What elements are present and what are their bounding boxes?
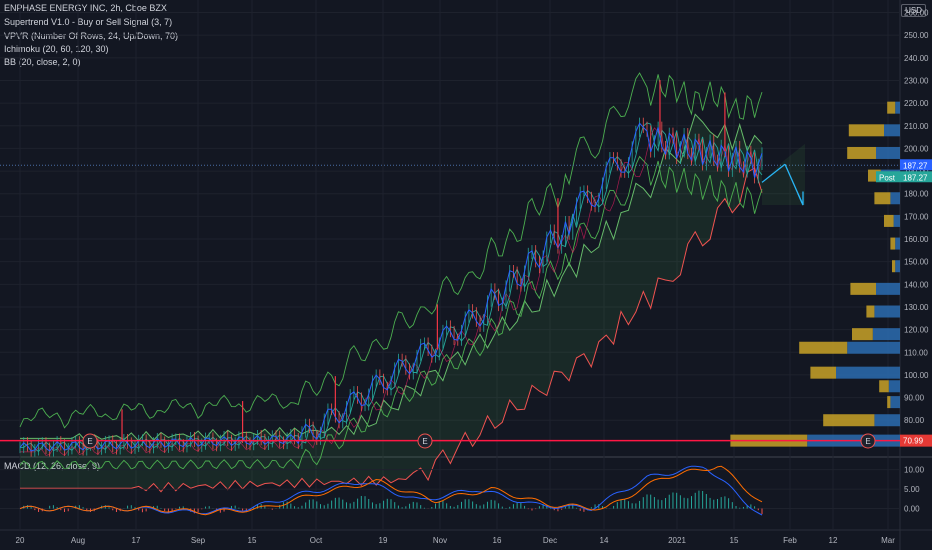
last-price-badge — [900, 159, 932, 171]
pane-separator — [0, 456, 932, 458]
time-tick-label: 12 — [829, 536, 838, 545]
price-tick-label: 160.00 — [904, 235, 929, 244]
vpvr-up-bar — [884, 124, 900, 137]
indicator-ichimoku[interactable]: Ichimoku (20, 60, 120, 30) — [4, 44, 109, 54]
indicator-supertrend[interactable]: Supertrend V1.0 - Buy or Sell Signal (3,… — [4, 17, 173, 27]
vpvr-up-bar — [847, 341, 900, 354]
vpvr-up-bar — [895, 101, 900, 114]
symbol-title: ENPHASE ENERGY INC, 2h, Cboe BZX — [4, 3, 167, 13]
vpvr-down-bar — [874, 192, 891, 205]
earnings-label: E — [865, 437, 870, 446]
macd-tick-label: 5.00 — [904, 485, 920, 494]
time-tick-label: Sep — [191, 536, 206, 545]
time-tick-label: 14 — [600, 536, 609, 545]
vpvr-up-bar — [836, 366, 900, 379]
forecast-zone — [762, 143, 805, 206]
price-tick-label: 130.00 — [904, 303, 929, 312]
vpvr-down-bar — [892, 260, 896, 273]
price-tick-label: 170.00 — [904, 212, 929, 221]
price-tick-label: 230.00 — [904, 76, 929, 85]
earnings-icon — [82, 433, 98, 449]
price-tick-label: 140.00 — [904, 280, 929, 289]
forecast-arrow-head — [797, 191, 804, 206]
vpvr-down-bar — [810, 366, 836, 379]
price-tick-label: 250.00 — [904, 31, 929, 40]
vpvr-down-bar — [884, 214, 894, 227]
macd-line — [19, 465, 763, 516]
price-tick-label: 150.00 — [904, 258, 929, 267]
post-label: Post — [879, 173, 896, 182]
vpvr-up-bar — [890, 192, 900, 205]
price-tick-label: 210.00 — [904, 122, 929, 131]
time-tick-label: 19 — [379, 536, 388, 545]
bb-upper — [19, 72, 763, 429]
indicator-vpvr[interactable]: VPVR (Number Of Rows, 24, Up/Down, 70) — [4, 31, 179, 41]
price-tick-label: 100.00 — [904, 371, 929, 380]
marked-price-label: 70.99 — [903, 437, 924, 446]
earnings-icon — [417, 433, 433, 449]
vpvr-down-bar — [879, 380, 889, 393]
vpvr-down-bar — [887, 396, 891, 409]
price-tick-label: 260.00 — [904, 9, 929, 18]
vpvr-down-bar — [850, 282, 876, 295]
time-tick-label: Dec — [543, 536, 557, 545]
vpvr-down-bar — [866, 305, 875, 318]
time-tick-label: Nov — [433, 536, 447, 545]
macd-tick-label: 10.00 — [904, 466, 925, 475]
price-tick-label: 240.00 — [904, 54, 929, 63]
time-tick-label: 17 — [132, 536, 141, 545]
vpvr-up-bar — [893, 214, 900, 227]
time-tick-label: 2021 — [668, 536, 686, 545]
vpvr-up-bar — [895, 237, 900, 250]
vpvr-down-bar — [799, 341, 848, 354]
macd-tick-label: 0.00 — [904, 505, 920, 514]
price-tick-label: 220.00 — [904, 99, 929, 108]
last-price-label: 187.27 — [903, 161, 928, 170]
vpvr-down-bar — [848, 124, 884, 137]
forecast-arrow-segment — [761, 163, 786, 183]
vpvr-up-bar — [890, 396, 900, 409]
macd-signal-line — [19, 465, 763, 516]
vpvr-down-bar — [887, 101, 896, 114]
earnings-icon — [860, 433, 876, 449]
post-badge — [876, 171, 900, 183]
vpvr-up-bar — [872, 328, 900, 341]
time-tick-label: 15 — [730, 536, 739, 545]
vpvr-down-bar — [823, 414, 875, 427]
vpvr-down-bar — [852, 328, 873, 341]
post-price-badge — [900, 171, 932, 183]
vpvr-up-bar — [876, 282, 900, 295]
post-price-label: 187.27 — [903, 173, 928, 182]
macd-label[interactable]: MACD (12, 26, close, 9) — [4, 461, 100, 471]
vpvr-down-bar — [847, 146, 876, 159]
marked-price-badge — [900, 434, 932, 447]
time-tick-label: Aug — [71, 536, 85, 545]
earnings-label: E — [87, 437, 92, 446]
time-tick-label: 20 — [16, 536, 25, 545]
currency-button[interactable]: USD — [901, 4, 926, 17]
time-tick-label: Mar — [881, 536, 895, 545]
time-tick-label: Feb — [783, 536, 797, 545]
indicator-bb[interactable]: BB (20, close, 2, 0) — [4, 57, 81, 67]
price-tick-label: 110.00 — [904, 348, 928, 357]
price-tick-label: 200.00 — [904, 144, 929, 153]
vpvr-up-bar — [895, 260, 900, 273]
time-tick-label: 16 — [493, 536, 502, 545]
vpvr-up-bar — [874, 305, 900, 318]
time-tick-label: 15 — [248, 536, 257, 545]
vpvr-down-bar — [890, 237, 896, 250]
bb-lower — [19, 155, 763, 471]
price-line — [19, 122, 763, 452]
vpvr-up-bar — [888, 380, 900, 393]
price-tick-label: 80.00 — [904, 416, 925, 425]
time-tick-label: Oct — [310, 536, 323, 545]
vpvr-up-bar — [874, 414, 900, 427]
vpvr-up-bar — [876, 146, 900, 159]
price-tick-label: 90.00 — [904, 394, 925, 403]
price-tick-label: 180.00 — [904, 190, 929, 199]
earnings-label: E — [422, 437, 427, 446]
price-tick-label: 120.00 — [904, 326, 929, 335]
